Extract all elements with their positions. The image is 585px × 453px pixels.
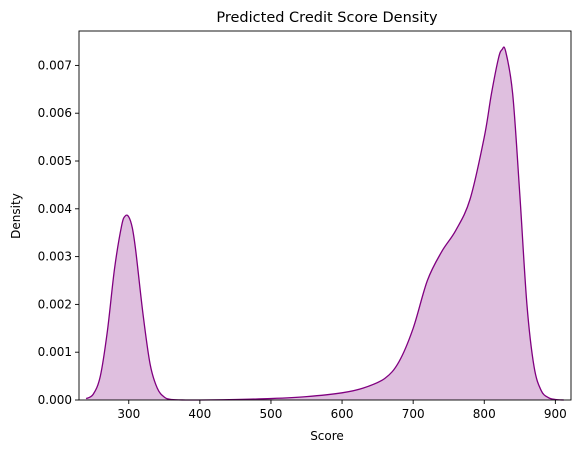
x-tick-label: 300 <box>117 407 140 421</box>
plot-frame <box>78 30 572 401</box>
density-line <box>85 46 564 401</box>
x-axis-title: Score <box>310 429 344 443</box>
y-tick-label: 0.006 <box>38 106 72 120</box>
chart-title: Predicted Credit Score Density <box>216 10 438 26</box>
y-axis-title: Density <box>9 193 23 239</box>
x-tick-label: 500 <box>260 407 283 421</box>
axes: 300 400 500 600 700 800 900 0.000 0.001 0.002 0.00… <box>38 30 572 421</box>
y-tick-label: 0.000 <box>38 393 72 407</box>
plot-area <box>85 46 564 401</box>
y-tick-label: 0.001 <box>38 345 72 359</box>
density-area-fill <box>86 47 564 400</box>
y-tick-label: 0.003 <box>38 250 72 264</box>
x-tick-label: 700 <box>402 407 425 421</box>
x-tick-label: 600 <box>331 407 354 421</box>
y-tick-label: 0.002 <box>38 297 72 311</box>
y-tick-label: 0.005 <box>38 154 72 168</box>
y-tick-label: 0.004 <box>38 202 72 216</box>
x-tick-label: 900 <box>544 407 567 421</box>
x-tick-label: 400 <box>188 407 211 421</box>
x-tick-label: 800 <box>473 407 496 421</box>
y-tick-label: 0.007 <box>38 58 72 72</box>
